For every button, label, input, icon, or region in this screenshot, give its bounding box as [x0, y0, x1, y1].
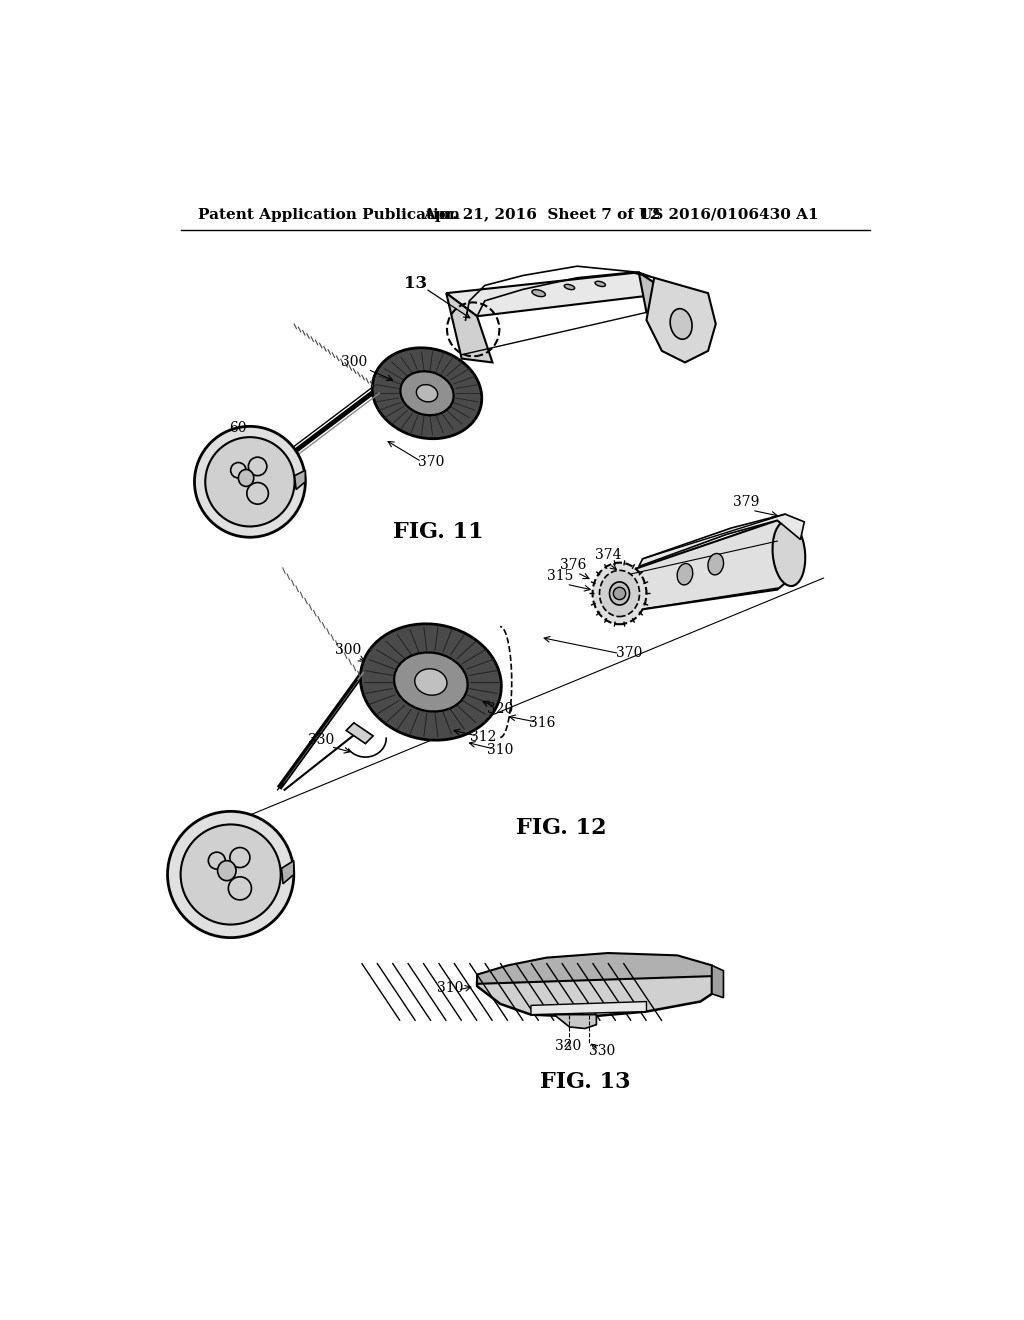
Polygon shape — [554, 1015, 596, 1028]
Circle shape — [180, 825, 281, 924]
Ellipse shape — [217, 861, 237, 880]
Ellipse shape — [417, 384, 437, 401]
Text: 310: 310 — [437, 981, 463, 994]
Text: 315: 315 — [547, 569, 573, 583]
Text: 374: 374 — [595, 548, 622, 562]
Polygon shape — [346, 723, 373, 743]
Ellipse shape — [239, 470, 254, 487]
Text: 320: 320 — [487, 702, 513, 715]
Ellipse shape — [593, 562, 646, 624]
Ellipse shape — [415, 669, 446, 696]
Text: Apr. 21, 2016  Sheet 7 of 12: Apr. 21, 2016 Sheet 7 of 12 — [423, 207, 660, 222]
Polygon shape — [639, 272, 677, 335]
Text: 316: 316 — [529, 715, 556, 730]
Text: 312: 312 — [470, 730, 497, 743]
Ellipse shape — [609, 582, 630, 605]
Ellipse shape — [400, 371, 454, 416]
Text: 379: 379 — [733, 495, 760, 510]
Text: 370: 370 — [418, 455, 444, 470]
Text: US 2016/0106430 A1: US 2016/0106430 A1 — [639, 207, 818, 222]
Text: FIG. 11: FIG. 11 — [393, 521, 484, 543]
Polygon shape — [611, 520, 801, 612]
Polygon shape — [446, 272, 670, 317]
Circle shape — [168, 812, 294, 937]
Circle shape — [613, 587, 626, 599]
Text: 330: 330 — [589, 1044, 615, 1059]
Ellipse shape — [677, 564, 693, 585]
Ellipse shape — [531, 289, 546, 297]
Polygon shape — [646, 277, 716, 363]
Polygon shape — [639, 515, 804, 566]
Ellipse shape — [564, 284, 574, 289]
Text: FIG. 12: FIG. 12 — [516, 817, 607, 840]
Circle shape — [205, 437, 295, 527]
Polygon shape — [477, 953, 712, 983]
Ellipse shape — [599, 570, 640, 616]
Polygon shape — [446, 293, 493, 363]
Text: 370: 370 — [616, 647, 643, 660]
Text: 330: 330 — [308, 733, 335, 747]
Polygon shape — [712, 965, 724, 998]
Polygon shape — [531, 1002, 646, 1015]
Text: FIG. 13: FIG. 13 — [540, 1072, 630, 1093]
Text: 300: 300 — [335, 643, 361, 656]
Polygon shape — [477, 965, 712, 1016]
Ellipse shape — [373, 347, 482, 438]
Polygon shape — [282, 861, 294, 884]
Circle shape — [195, 426, 305, 537]
Polygon shape — [295, 470, 305, 490]
Text: 320: 320 — [555, 1039, 581, 1053]
Text: 13: 13 — [403, 275, 427, 292]
Ellipse shape — [708, 553, 724, 576]
Text: 376: 376 — [560, 558, 587, 572]
Ellipse shape — [670, 309, 692, 339]
Ellipse shape — [360, 624, 502, 741]
Ellipse shape — [772, 521, 805, 586]
Text: 310: 310 — [487, 743, 513, 756]
Text: 60: 60 — [229, 421, 247, 434]
Ellipse shape — [394, 652, 468, 711]
Ellipse shape — [595, 281, 605, 286]
Text: 300: 300 — [341, 355, 367, 370]
Text: Patent Application Publication: Patent Application Publication — [199, 207, 461, 222]
